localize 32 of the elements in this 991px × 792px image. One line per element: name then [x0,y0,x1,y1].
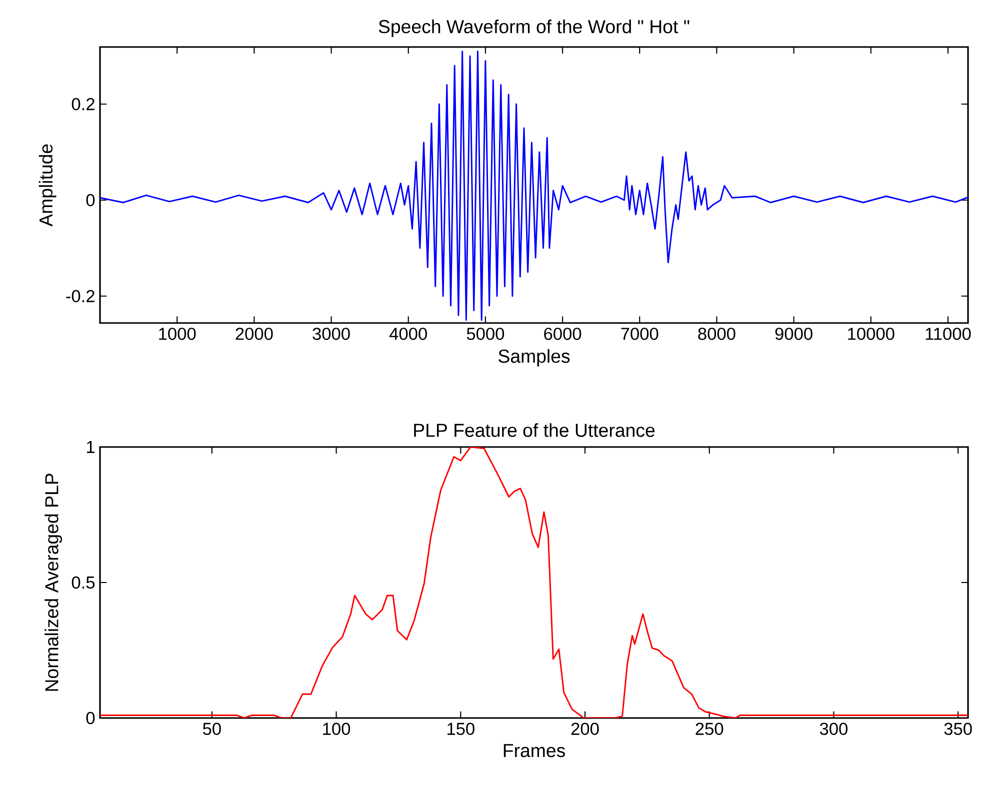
x-tick-label: 200 [571,722,599,735]
x-tick-label: 7000 [621,328,658,340]
y-tick-label: 0 [86,194,95,206]
chart-title: Speech Waveform of the Word " Hot " [378,20,690,37]
x-tick-label: 9000 [775,328,812,340]
line-series [100,447,968,718]
y-tick-label: 0.5 [72,576,95,589]
line-series [100,50,968,321]
y-axis-title: Normalized Averaged PLP [44,474,62,691]
x-tick-label: 300 [820,722,848,735]
x-tick-label: 1000 [159,328,196,340]
x-tick-label: 150 [447,722,474,735]
y-tick-label: 0.2 [72,98,94,110]
x-tick-label: 4000 [389,328,427,340]
x-tick-label: 2000 [236,328,273,340]
x-tick-label: 6000 [544,328,582,340]
x-tick-label: 250 [696,722,724,735]
y-tick-label: 0 [86,712,95,724]
x-tick-label: 10000 [848,328,894,340]
x-tick-label: 3000 [312,328,350,340]
x-tick-label: 11000 [926,328,971,340]
x-tick-label: 50 [202,722,221,735]
x-axis-title: Samples [498,349,570,367]
chart-title: PLP Feature of the Utterance [414,423,655,437]
x-tick-label: 100 [323,722,350,735]
x-tick-label: 8000 [698,328,736,340]
x-tick-label: 5000 [466,328,504,340]
y-tick-label: 1 [86,441,94,453]
y-axis-title: Amplitude [38,144,56,226]
y-tick-label: -0.2 [66,290,94,302]
x-tick-label: 350 [944,722,972,735]
x-axis-title: Frames [504,744,565,758]
